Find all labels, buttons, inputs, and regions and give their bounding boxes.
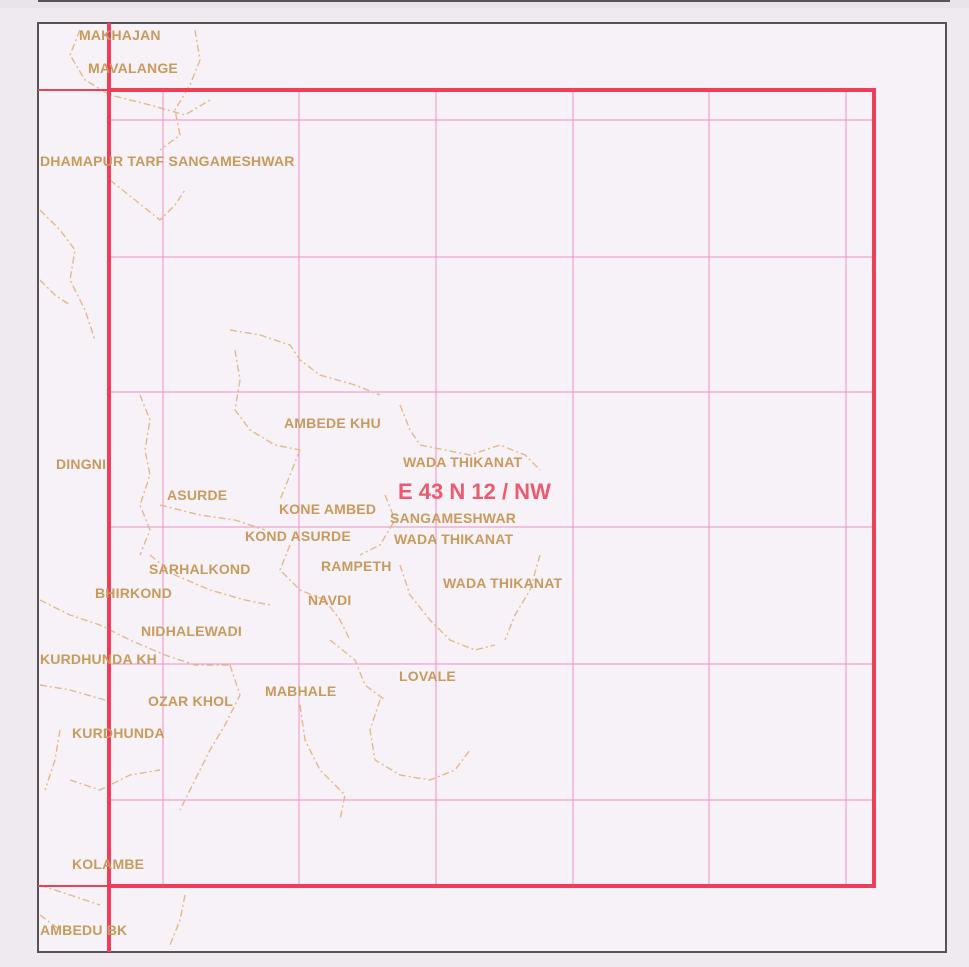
village-label: KONE AMBED <box>279 501 376 517</box>
boundary-line <box>139 394 151 556</box>
village-label: NAVDI <box>308 592 352 608</box>
boundary-line <box>234 349 301 451</box>
boundary-line <box>69 769 161 791</box>
boundary-line <box>159 29 201 151</box>
village-labels: MAKHAJAN MAVALANGE DHAMAPUR TARF SANGAME… <box>40 27 562 938</box>
village-label: MAKHAJAN <box>79 27 161 43</box>
village-label: RAMPETH <box>321 558 392 574</box>
boundary-line <box>109 179 186 221</box>
boundary-line <box>359 494 396 556</box>
boundary-line <box>149 554 271 606</box>
boundary-line <box>279 544 351 641</box>
top-margin <box>0 0 969 8</box>
boundary-line <box>39 209 96 341</box>
village-label: KURDHUNDA KH <box>40 651 157 667</box>
village-label: MAVALANGE <box>88 60 178 76</box>
boundary-line <box>39 884 101 906</box>
boundary-line <box>39 914 61 931</box>
sheet-index-extensions <box>38 89 109 887</box>
sheet-index-border <box>107 23 876 952</box>
village-label: BHIRKOND <box>95 585 172 601</box>
boundary-line <box>169 894 186 946</box>
village-label: SARHALKOND <box>149 561 251 577</box>
village-label: WADA THIKANAT <box>443 575 562 591</box>
boundary-line <box>39 599 230 666</box>
village-label: DINGNI <box>56 456 106 472</box>
village-label: KOLAMBE <box>72 856 144 872</box>
village-label: SANGAMESHWAR <box>390 510 516 526</box>
village-label: MABHALE <box>265 683 336 699</box>
grid <box>110 90 872 886</box>
boundary-line <box>229 329 381 396</box>
boundary-line <box>39 279 71 306</box>
boundary-line <box>399 564 496 651</box>
village-label: NIDHALEWADI <box>141 623 242 639</box>
village-label: OZAR KHOL <box>148 693 233 709</box>
boundary-line <box>369 699 471 781</box>
boundary-line <box>179 664 241 811</box>
boundary-line <box>399 404 541 471</box>
boundary-line <box>39 684 106 701</box>
boundary-line <box>329 639 386 701</box>
sheet-number-label: E 43 N 12 / NW <box>398 479 551 504</box>
village-label: DHAMAPUR TARF SANGAMESHWAR <box>40 153 295 169</box>
village-label: AMBEDU BK <box>40 922 127 938</box>
village-label: LOVALE <box>399 668 456 684</box>
village-label: AMBEDE KHU <box>284 415 381 431</box>
boundary-line <box>504 554 541 641</box>
outer-frame <box>37 22 947 953</box>
boundary-line <box>279 449 301 501</box>
village-label: KURDHUNDA <box>72 725 165 741</box>
village-label: ASURDE <box>167 487 227 503</box>
boundary-line <box>159 504 266 531</box>
village-label: WADA THIKANAT <box>394 531 513 547</box>
boundary-line <box>44 729 61 791</box>
village-label: WADA THIKANAT <box>403 454 522 470</box>
village-label: KOND ASURDE <box>245 528 351 544</box>
